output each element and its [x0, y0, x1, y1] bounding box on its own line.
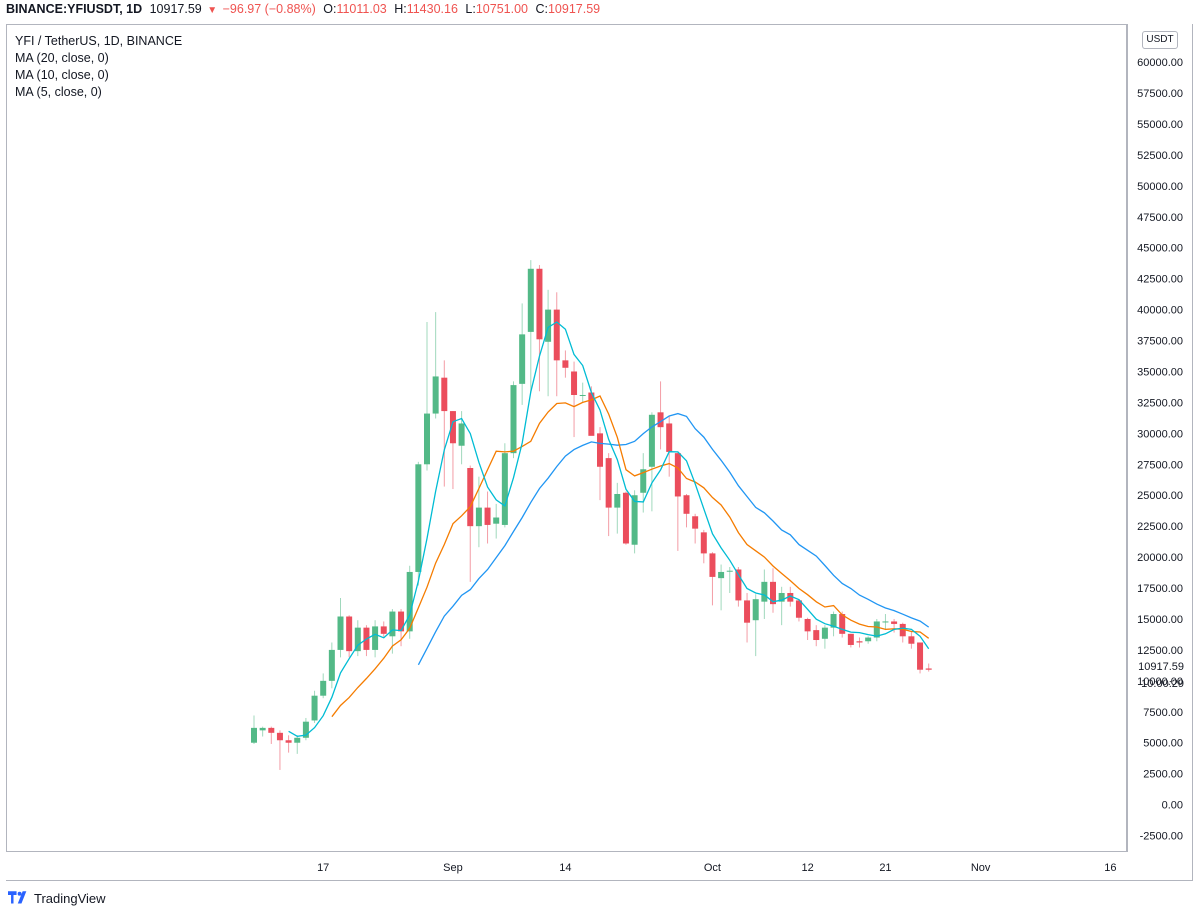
x-tick-label: Oct [704, 862, 721, 874]
y-tick-label: 47500.00 [1137, 212, 1183, 224]
y-tick-label: 5000.00 [1143, 738, 1183, 750]
legend-ma5[interactable]: MA (5, close, 0) [15, 85, 102, 99]
y-tick-label: 32500.00 [1137, 397, 1183, 409]
x-tick-label: Nov [971, 862, 991, 874]
symbol-label: BINANCE:YFIUSDT, 1D [6, 2, 143, 16]
open-value: 11011.03 [336, 2, 387, 16]
x-tick-label: 16 [1104, 862, 1116, 874]
y-tick-label: 2500.00 [1143, 769, 1183, 781]
low-value: 10751.00 [475, 2, 528, 16]
price-axis-divider [1127, 24, 1128, 852]
x-tick-label: 21 [879, 862, 891, 874]
footer-brand[interactable]: TradingView [8, 888, 106, 908]
change-value: −96.97 (−0.88%) [222, 2, 316, 16]
last-price-tag: 10917.59 [1128, 659, 1188, 676]
y-tick-label: 55000.00 [1137, 119, 1183, 131]
currency-badge[interactable]: USDT [1142, 31, 1178, 49]
right-border [1192, 24, 1193, 881]
high-label: H: [394, 2, 407, 16]
low-label: L: [465, 2, 476, 16]
y-tick-label: 35000.00 [1137, 366, 1183, 378]
close-value: 10917.59 [547, 2, 601, 16]
bar-countdown: 10:00:29 [1141, 678, 1184, 690]
last-price: 10917.59 [149, 2, 202, 16]
x-tick-label: Sep [443, 862, 463, 874]
y-tick-label: 12500.00 [1137, 645, 1183, 657]
y-tick-label: 40000.00 [1137, 305, 1183, 317]
y-tick-label: 50000.00 [1137, 181, 1183, 193]
tradingview-logo-icon [8, 891, 27, 904]
legend-ma20[interactable]: MA (20, close, 0) [15, 51, 109, 65]
y-tick-label: 60000.00 [1137, 57, 1183, 69]
high-value: 11430.16 [406, 2, 458, 16]
y-tick-label: 22500.00 [1137, 521, 1183, 533]
y-tick-label: 42500.00 [1137, 274, 1183, 286]
chart-legend: YFI / TetherUS, 1D, BINANCE MA (20, clos… [15, 33, 182, 101]
brand-label: TradingView [34, 890, 106, 906]
legend-title: YFI / TetherUS, 1D, BINANCE [15, 34, 183, 48]
ohlc-header: BINANCE:YFIUSDT, 1D 10917.59 ▼ −96.97 (−… [6, 2, 600, 20]
y-tick-labels: -2500.000.002500.005000.007500.0010000.0… [1137, 57, 1183, 842]
x-tick-label: 17 [317, 862, 329, 874]
x-tick-labels: 17 Sep 14 Oct 12 21 Nov 16 [317, 862, 1116, 874]
y-tick-label: 30000.00 [1137, 428, 1183, 440]
x-tick-label: 12 [801, 862, 813, 874]
down-arrow-icon: ▼ [207, 5, 218, 16]
y-tick-label: 57500.00 [1137, 88, 1183, 100]
y-tick-label: 52500.00 [1137, 150, 1183, 162]
y-tick-label: 27500.00 [1137, 459, 1183, 471]
y-tick-label: 20000.00 [1137, 552, 1183, 564]
y-tick-label: -2500.00 [1140, 831, 1183, 843]
y-tick-label: 25000.00 [1137, 490, 1183, 502]
y-tick-label: 17500.00 [1137, 583, 1183, 595]
open-label: O: [323, 2, 337, 16]
y-tick-label: 0.00 [1162, 800, 1183, 812]
y-tick-label: 7500.00 [1143, 707, 1183, 719]
close-label: C: [535, 2, 548, 16]
y-tick-label: 15000.00 [1137, 614, 1183, 626]
y-tick-label: 37500.00 [1137, 336, 1183, 348]
y-tick-label: 45000.00 [1137, 243, 1183, 255]
chart-frame[interactable] [6, 24, 1127, 852]
x-tick-label: 14 [559, 862, 571, 874]
time-axis-border [6, 880, 1192, 881]
legend-ma10[interactable]: MA (10, close, 0) [15, 68, 109, 82]
